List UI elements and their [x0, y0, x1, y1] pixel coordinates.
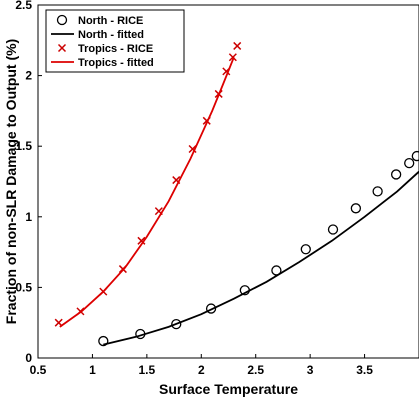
y-tick-label: 0 — [25, 351, 32, 365]
circle-marker — [300, 244, 311, 255]
legend-entry-label: North - fitted — [78, 29, 144, 41]
x-tick-label: 1.5 — [139, 363, 156, 377]
legend-x-swatch — [57, 43, 67, 53]
series-line-3 — [59, 56, 235, 328]
circle-marker — [171, 318, 182, 330]
x-tick-label: 2.5 — [247, 363, 264, 377]
x-axis-label: Surface Temperature — [159, 381, 298, 397]
circle-marker — [350, 203, 362, 214]
y-tick-label: 2.5 — [15, 0, 32, 12]
y-tick-label: 1 — [25, 210, 32, 224]
legend: North - RICE North - fitted Tropics - RICE… — [45, 9, 185, 73]
x-marker — [228, 53, 237, 62]
y-axis-label: Fraction of non-SLR Damage to Output (%) — [3, 39, 19, 324]
x-tick-label: 3.5 — [356, 363, 373, 377]
x-tick-label: 0.5 — [30, 363, 47, 377]
plot-marks — [54, 41, 419, 347]
ticks: 0.5 1 1.5 2 2.5 3 3.500.511.522.5 — [15, 0, 373, 377]
circle-marker — [404, 157, 415, 169]
x-marker — [233, 41, 242, 50]
x-stroke-b — [57, 43, 67, 53]
x-stroke-b — [137, 236, 146, 245]
x-tick-label: 3 — [307, 363, 314, 377]
legend-entry-label: Tropics - fitted — [78, 57, 154, 69]
axes-frame — [37, 4, 419, 359]
x-marker — [188, 144, 197, 154]
x-stroke-b — [228, 53, 237, 62]
circle-marker — [327, 224, 339, 235]
circle-marker — [390, 169, 402, 180]
y-tick-label: 0.5 — [15, 280, 32, 294]
y-tick-label: 1.5 — [15, 139, 32, 153]
circle-marker — [205, 303, 217, 314]
x-stroke-b — [188, 144, 197, 154]
x-tick-label: 2 — [198, 363, 205, 377]
series-line-1 — [103, 170, 419, 346]
circle-marker — [98, 335, 109, 347]
x-tick-label: 1 — [89, 363, 96, 377]
y-tick-label: 2 — [25, 69, 32, 83]
x-stroke-b — [54, 318, 63, 327]
legend-entry-label: Tropics - RICE — [78, 43, 153, 55]
x-stroke-b — [233, 41, 242, 50]
circle-marker — [411, 150, 419, 162]
legend-entry-label: North - RICE — [78, 15, 143, 27]
x-stroke-b — [172, 176, 181, 185]
x-stroke-b — [154, 207, 163, 216]
legend-circle-swatch — [56, 14, 68, 26]
circle-marker — [372, 186, 383, 197]
x-marker — [137, 236, 146, 245]
